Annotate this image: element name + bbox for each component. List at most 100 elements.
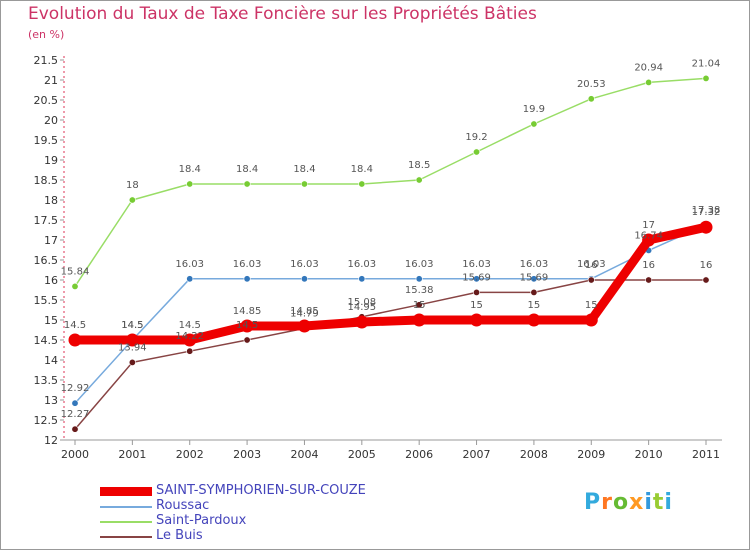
logo-letter: o <box>612 490 630 515</box>
data-label-le-buis: 13.94 <box>118 342 147 353</box>
data-label-saint-pardoux: 15.84 <box>61 266 90 277</box>
series-line-roussac <box>74 224 707 404</box>
x-tick-label: 2003 <box>233 448 261 461</box>
y-tick-label: 15 <box>44 314 58 327</box>
logo-letter: i <box>644 490 653 515</box>
data-label-le-buis: 16 <box>700 260 713 271</box>
data-point-saint-pardoux <box>645 78 653 86</box>
data-point-le-buis <box>415 301 423 309</box>
chart-title: Evolution du Taux de Taxe Foncière sur l… <box>28 4 537 24</box>
legend-item-roussac: Roussac <box>100 498 420 514</box>
x-tick-label: 2009 <box>577 448 605 461</box>
data-point-roussac <box>530 275 538 283</box>
data-label-saint-symphorien-sur-couze: 14.5 <box>64 320 86 331</box>
legend-item-saint-symphorien: SAINT-SYMPHORIEN-SUR-COUZE <box>100 483 420 499</box>
data-label-roussac: 16.03 <box>290 259 319 270</box>
data-label-saint-symphorien-sur-couze: 14.5 <box>121 320 143 331</box>
data-point-saint-pardoux <box>300 180 308 188</box>
y-tick-label: 21 <box>44 74 58 87</box>
legend: SAINT-SYMPHORIEN-SUR-COUZE Roussac Saint… <box>100 483 420 544</box>
y-tick-label: 15.5 <box>34 294 59 307</box>
x-tick-label: 2000 <box>61 448 89 461</box>
data-label-roussac: 12.92 <box>61 383 90 394</box>
data-point-le-buis <box>71 425 79 433</box>
y-tick-label: 14.5 <box>34 334 59 347</box>
data-point-saint-pardoux <box>128 196 136 204</box>
data-label-roussac: 16.03 <box>233 259 262 270</box>
proxiti-logo: Proxiti <box>584 490 673 515</box>
y-tick-label: 13.5 <box>34 374 59 387</box>
x-tick-label: 2001 <box>118 448 146 461</box>
data-label-saint-symphorien-sur-couze: 14.85 <box>233 306 262 317</box>
legend-label: Saint-Pardoux <box>156 513 247 528</box>
data-point-le-buis <box>128 358 136 366</box>
data-point-saint-symphorien-sur-couze <box>183 333 197 347</box>
data-label-saint-pardoux: 19.9 <box>523 104 545 115</box>
data-point-le-buis <box>473 288 481 296</box>
data-label-saint-pardoux: 20.53 <box>577 79 606 90</box>
data-point-saint-symphorien-sur-couze <box>355 315 369 329</box>
x-tick-label: 2004 <box>290 448 318 461</box>
y-tick-label: 18.5 <box>34 174 59 187</box>
data-labels: 15.84 18 18.4 18.4 18.4 18.4 18.5 19.2 19.9 20.53… <box>61 58 721 420</box>
data-label-saint-symphorien-sur-couze: 14.5 <box>179 320 201 331</box>
logo-letter: t <box>652 490 665 515</box>
x-tick-label: 2005 <box>348 448 376 461</box>
series-layer <box>68 74 713 433</box>
data-label-saint-symphorien-sur-couze: 17 <box>642 220 655 231</box>
y-tick-label: 20 <box>44 114 58 127</box>
y-tick-label: 17.5 <box>34 214 59 227</box>
data-label-le-buis: 15.08 <box>347 297 376 308</box>
logo-letter: x <box>629 490 645 515</box>
logo-letter: r <box>601 490 613 515</box>
data-point-le-buis <box>702 276 710 284</box>
x-tick-label: 2011 <box>692 448 720 461</box>
data-point-saint-symphorien-sur-couze <box>125 333 139 347</box>
data-point-saint-pardoux <box>530 120 538 128</box>
data-label-le-buis: 16 <box>585 260 598 271</box>
x-tick-label: 2008 <box>520 448 548 461</box>
data-label-saint-pardoux: 20.94 <box>634 62 663 73</box>
series-line-saint-pardoux <box>74 77 707 287</box>
y-tick-label: 19.5 <box>34 134 59 147</box>
data-point-saint-pardoux <box>473 148 481 156</box>
data-label-saint-symphorien-sur-couze: 14.95 <box>347 302 376 313</box>
data-label-roussac: 16.03 <box>577 259 606 270</box>
data-point-saint-symphorien-sur-couze <box>642 233 656 247</box>
series-line-saint-symphorien-sur-couze <box>75 222 707 345</box>
axes: 12 12.5 13 13.5 14 14.5 15 15.5 16 16.5 17 17.5 18 18… <box>34 54 722 461</box>
data-label-saint-pardoux: 18.4 <box>236 164 258 175</box>
data-point-saint-pardoux <box>587 95 595 103</box>
data-point-roussac <box>186 275 194 283</box>
data-label-roussac: 16.03 <box>520 259 549 270</box>
data-point-le-buis <box>587 276 595 284</box>
data-point-saint-pardoux <box>415 176 423 184</box>
data-point-le-buis <box>645 276 653 284</box>
y-tick-label: 17 <box>44 234 58 247</box>
y-tick-label: 16 <box>44 274 58 287</box>
data-point-roussac <box>415 275 423 283</box>
y-tick-label: 19 <box>44 154 58 167</box>
data-point-roussac <box>71 399 79 407</box>
data-point-le-buis <box>530 288 538 296</box>
data-label-le-buis: 14.79 <box>290 308 319 319</box>
data-label-saint-symphorien-sur-couze: 15 <box>585 300 598 311</box>
data-point-saint-pardoux <box>358 180 366 188</box>
data-label-roussac: 16.03 <box>462 259 491 270</box>
data-label-saint-pardoux: 18.5 <box>408 160 430 171</box>
data-label-saint-pardoux: 21.04 <box>692 58 721 69</box>
y-tick-label: 16.5 <box>34 254 59 267</box>
data-label-roussac: 16.74 <box>634 230 663 241</box>
data-label-roussac: 17.38 <box>692 205 721 216</box>
data-label-roussac: 14.5 <box>121 320 143 331</box>
data-label-saint-pardoux: 18 <box>126 180 139 191</box>
legend-label: Le Buis <box>156 528 203 543</box>
data-point-saint-pardoux <box>186 180 194 188</box>
data-point-roussac <box>358 275 366 283</box>
data-point-saint-pardoux <box>243 180 251 188</box>
data-label-saint-symphorien-sur-couze: 15 <box>528 300 541 311</box>
y-tick-label: 14 <box>44 354 58 367</box>
data-point-roussac <box>473 275 481 283</box>
data-point-saint-pardoux <box>702 74 710 82</box>
data-point-saint-symphorien-sur-couze <box>240 319 254 333</box>
